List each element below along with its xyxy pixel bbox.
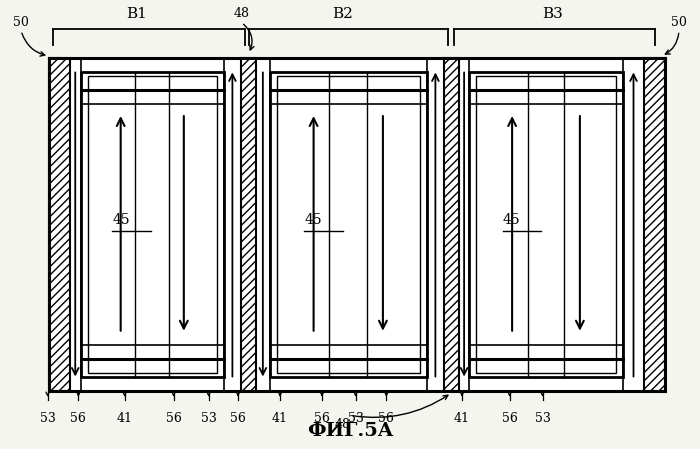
- Bar: [49, 58, 665, 391]
- Text: 50: 50: [13, 16, 29, 29]
- Text: 45: 45: [112, 213, 130, 227]
- Text: 48: 48: [335, 418, 351, 431]
- Text: 45: 45: [503, 213, 521, 227]
- Bar: [469, 72, 623, 377]
- Bar: [644, 58, 665, 391]
- Text: 41: 41: [454, 412, 470, 425]
- Bar: [270, 72, 427, 377]
- Text: 56: 56: [379, 412, 394, 425]
- Text: 53: 53: [535, 412, 550, 425]
- Bar: [241, 58, 256, 391]
- Text: 56: 56: [502, 412, 517, 425]
- Bar: [80, 72, 224, 377]
- Text: ФИГ.5A: ФИГ.5A: [307, 422, 393, 440]
- Text: 50: 50: [671, 16, 687, 29]
- Text: 53: 53: [201, 412, 216, 425]
- Text: 56: 56: [166, 412, 181, 425]
- Bar: [476, 76, 616, 373]
- Text: 41: 41: [117, 412, 132, 425]
- Text: 56: 56: [71, 412, 86, 425]
- Text: 45: 45: [304, 213, 322, 227]
- Bar: [88, 76, 217, 373]
- Text: 53: 53: [348, 412, 363, 425]
- Text: 41: 41: [272, 412, 288, 425]
- Text: B2: B2: [332, 7, 354, 21]
- Bar: [276, 76, 420, 373]
- Text: 53: 53: [40, 412, 55, 425]
- Text: B3: B3: [542, 7, 564, 21]
- Text: 56: 56: [230, 412, 246, 425]
- Bar: [49, 58, 70, 391]
- Bar: [444, 58, 459, 391]
- Text: B1: B1: [126, 7, 147, 21]
- Text: 48: 48: [234, 7, 249, 20]
- Text: 56: 56: [314, 412, 330, 425]
